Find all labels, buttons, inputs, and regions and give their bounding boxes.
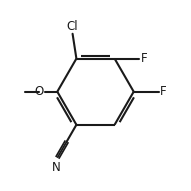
Text: F: F [159,85,166,98]
Text: N: N [52,161,61,174]
Text: F: F [140,52,147,65]
Text: Cl: Cl [67,20,78,33]
Text: O: O [35,85,44,98]
